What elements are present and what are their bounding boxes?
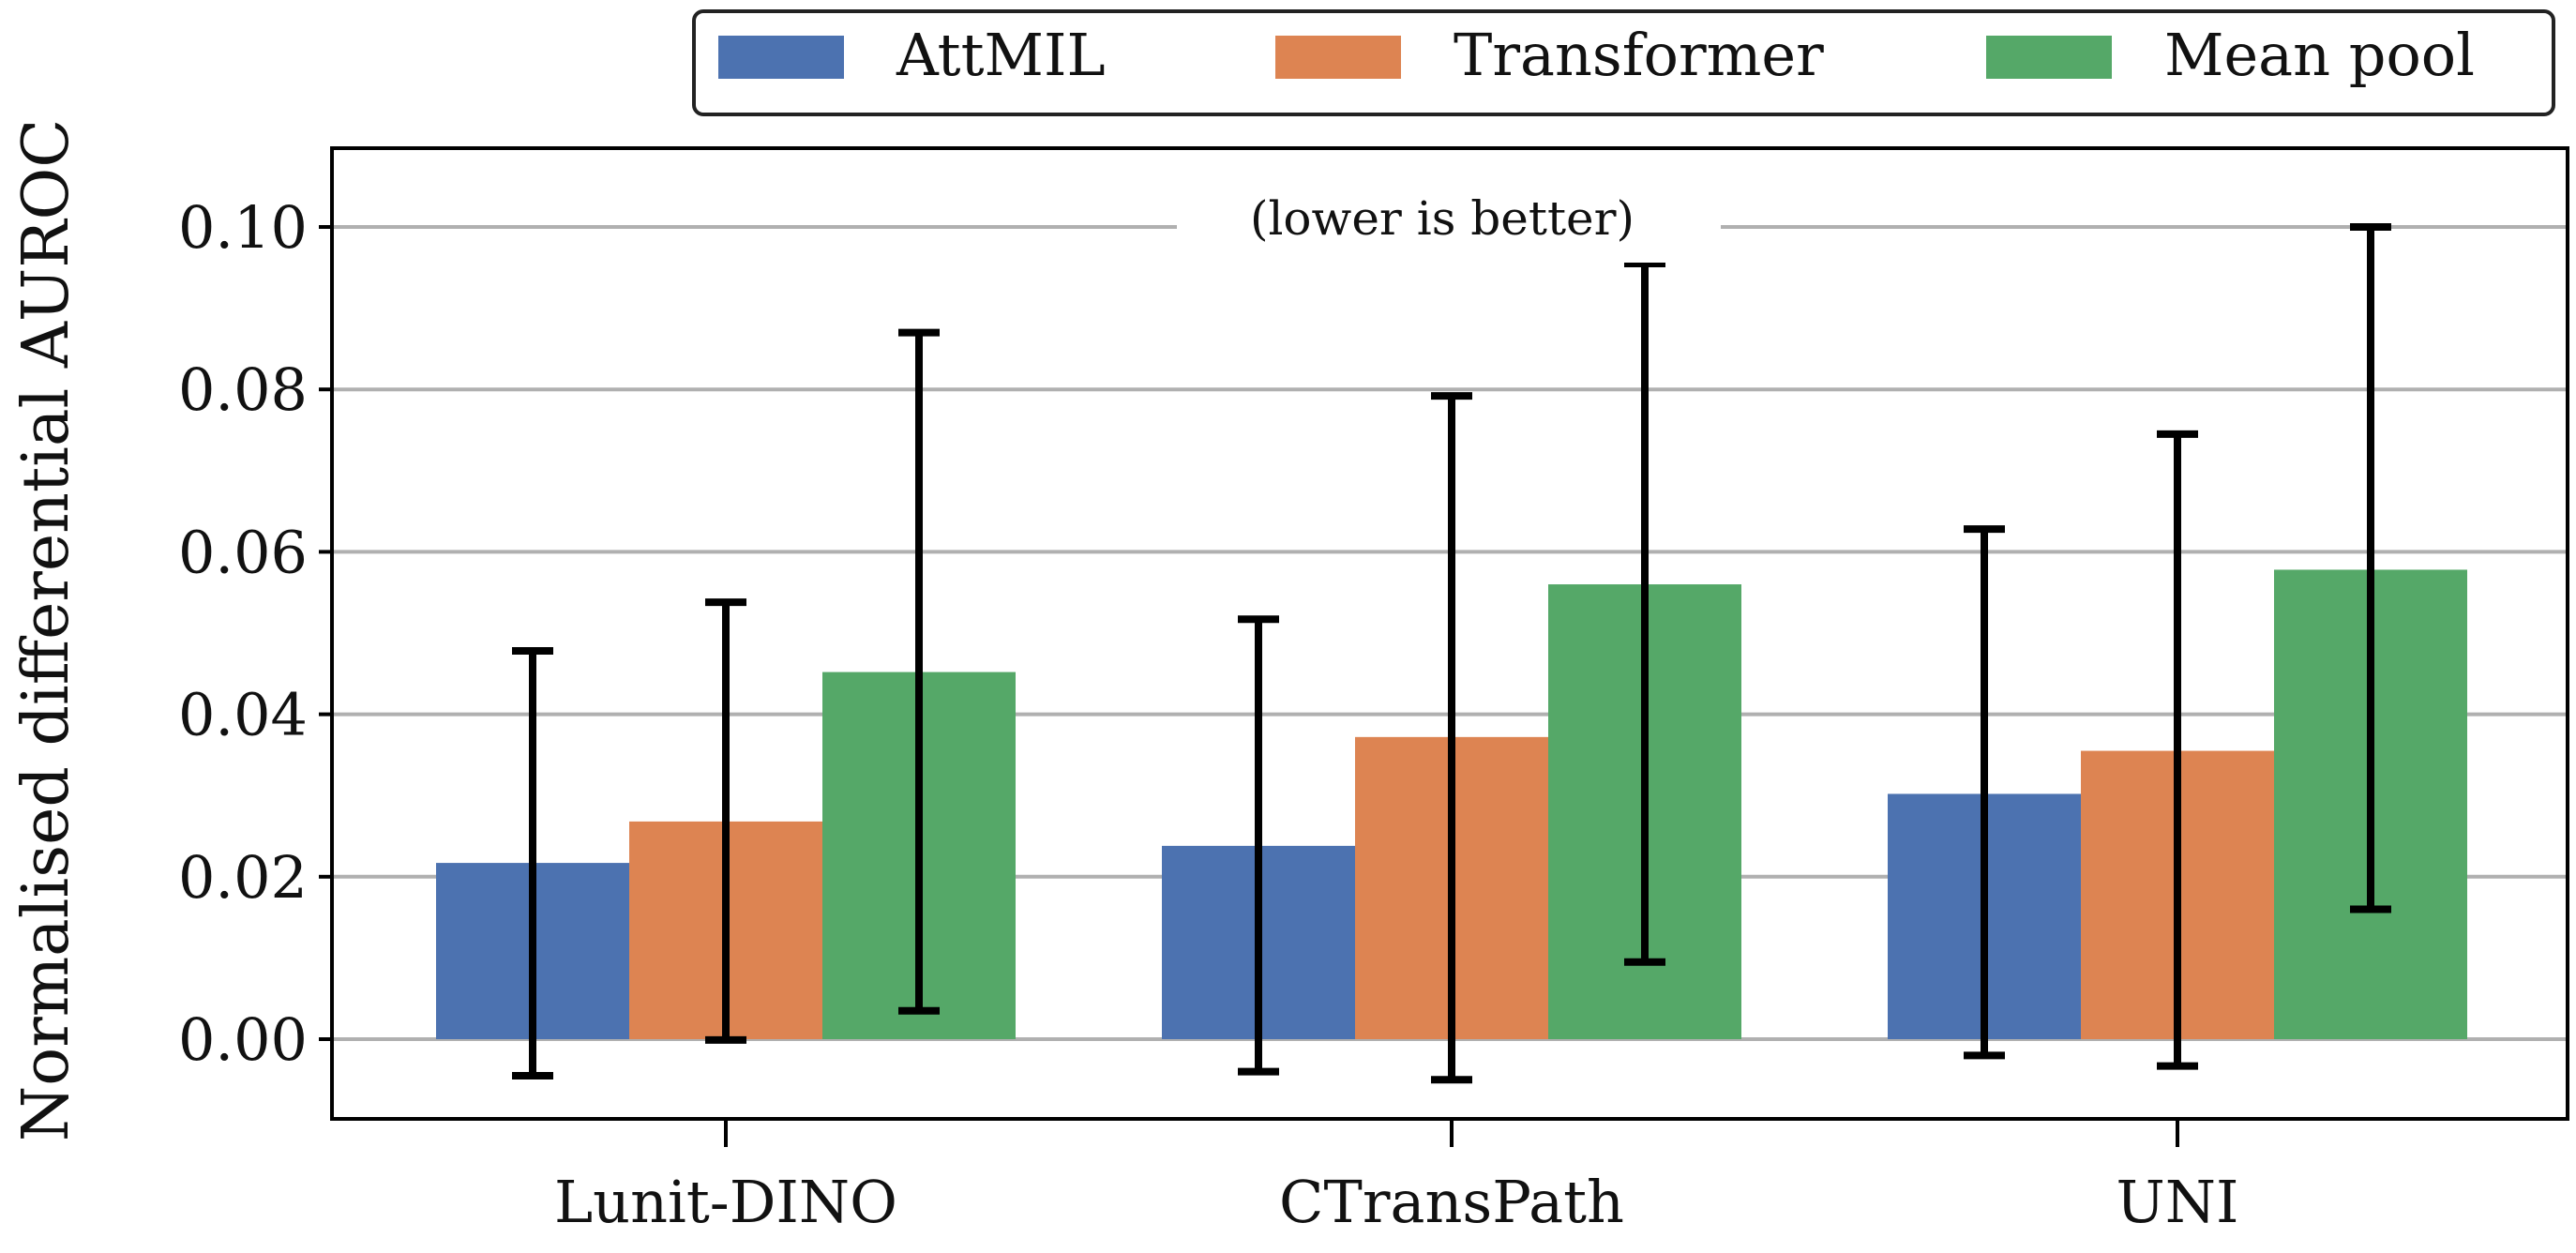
y-tick-label: 0.04 — [178, 681, 308, 749]
error-bar — [1431, 392, 1472, 1084]
error-bars — [512, 223, 2391, 1084]
error-bar — [512, 647, 553, 1079]
error-bar — [2157, 430, 2198, 1070]
error-bar — [1624, 259, 1665, 966]
error-bar — [2350, 223, 2391, 913]
legend-label: Transformer — [1454, 21, 1824, 89]
y-tick-label: 0.06 — [178, 518, 308, 586]
legend-entry: AttMIL — [718, 21, 1106, 89]
y-axis-ticks: 0.00 0.02 0.04 0.06 0.08 0.10 — [178, 193, 332, 1074]
legend-swatch — [1986, 36, 2112, 79]
x-tick-label: UNI — [2117, 1168, 2239, 1236]
legend: AttMIL Transformer Mean pool — [692, 9, 2555, 116]
legend-entry: Transformer — [1275, 21, 1824, 89]
legend-entry: Mean pool — [1986, 21, 2475, 89]
y-axis-label: Normalised differential AUROC — [9, 119, 83, 1142]
error-bar — [705, 598, 746, 1044]
y-tick-label: 0.00 — [178, 1005, 308, 1074]
error-bar — [898, 328, 940, 1015]
legend-label: Mean pool — [2164, 21, 2475, 89]
x-tick-label: CTransPath — [1279, 1168, 1624, 1236]
y-tick-label: 0.02 — [178, 843, 308, 912]
legend-items: AttMIL Transformer Mean pool — [718, 21, 2475, 89]
annotation: (lower is better) — [1250, 191, 1634, 246]
x-axis-ticks: Lunit-DINO CTransPath UNI — [554, 1119, 2239, 1236]
legend-swatch — [1275, 36, 1401, 79]
annotation-background — [1177, 188, 1721, 263]
x-tick-label: Lunit-DINO — [554, 1168, 897, 1236]
y-tick-label: 0.08 — [178, 355, 308, 424]
legend-swatch — [718, 36, 844, 79]
y-tick-label: 0.10 — [178, 193, 308, 262]
error-bar — [1964, 525, 2005, 1060]
error-bar — [1238, 615, 1279, 1076]
legend-label: AttMIL — [896, 21, 1106, 89]
